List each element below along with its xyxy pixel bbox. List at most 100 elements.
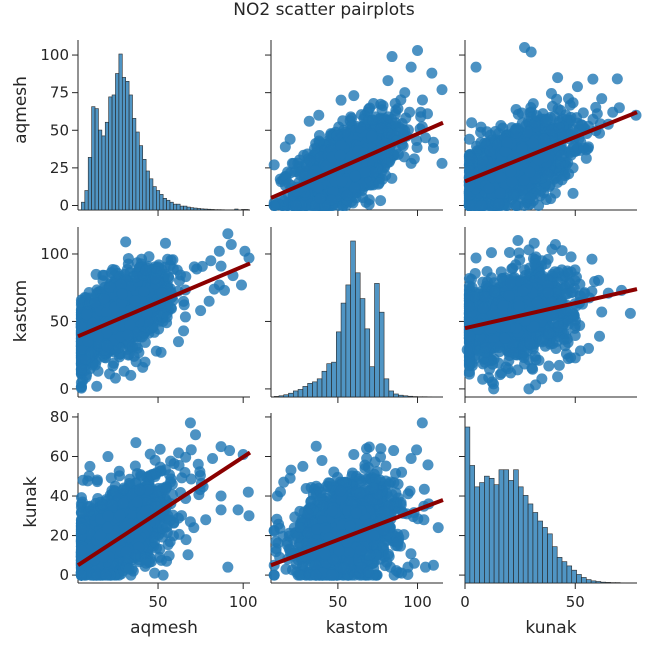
- histogram-bar: [128, 94, 133, 211]
- scatter-point: [156, 287, 168, 299]
- scatter-point: [120, 236, 132, 248]
- histogram-bar: [321, 370, 328, 398]
- scatter-point: [532, 154, 544, 166]
- histogram-bar: [135, 131, 140, 211]
- scatter-point: [567, 187, 579, 199]
- scatter-point: [506, 176, 518, 188]
- scatter-point: [308, 143, 320, 155]
- scatter-point: [159, 237, 171, 249]
- scatter-point: [150, 273, 162, 285]
- histogram-bar: [149, 178, 154, 211]
- histogram-bar: [111, 94, 116, 211]
- scatter-point: [386, 51, 398, 63]
- scatter-point: [501, 136, 513, 148]
- scatter-point: [127, 341, 139, 353]
- histogram-bar: [522, 495, 529, 584]
- histogram-bar: [513, 469, 519, 584]
- scatter-point: [553, 121, 565, 133]
- scatter-point: [382, 75, 394, 87]
- scatter-point: [122, 253, 134, 265]
- x-tick-label: 100: [403, 593, 432, 611]
- histogram-bar: [307, 383, 313, 398]
- histogram-bar: [561, 561, 568, 584]
- scatter-point: [195, 305, 207, 317]
- histogram-kastom: [273, 240, 442, 398]
- histogram-bar: [173, 203, 178, 211]
- histogram-bar: [378, 311, 385, 398]
- histogram-bar: [183, 205, 188, 211]
- scatter-point: [124, 319, 136, 331]
- scatter-point: [527, 98, 539, 110]
- scatter-point: [508, 188, 520, 200]
- histogram-bar: [179, 205, 184, 211]
- panel-kunak-vs-kastom: 50 100: [265, 413, 443, 611]
- y-tick-label: 75: [50, 84, 69, 102]
- histogram-bar: [585, 579, 592, 584]
- scatter-point: [178, 299, 190, 311]
- histogram-bar: [210, 209, 215, 211]
- histogram-bar: [169, 201, 174, 211]
- scatter-point: [390, 117, 402, 129]
- scatter-point: [505, 166, 517, 178]
- scatter-point: [533, 199, 545, 211]
- histogram-bar: [355, 272, 361, 398]
- histogram-bar: [350, 240, 356, 398]
- scatter-point: [235, 279, 247, 291]
- scatter-point: [571, 112, 583, 124]
- scatter-point: [525, 46, 537, 58]
- histogram-bar: [605, 582, 611, 584]
- scatter-point: [108, 357, 120, 369]
- histogram-bar: [335, 331, 342, 398]
- scatter-point: [320, 160, 332, 172]
- scatter-point: [380, 169, 392, 181]
- scatter-point: [463, 133, 475, 145]
- y-tick-label: 25: [50, 159, 69, 177]
- histogram-bar: [498, 469, 505, 584]
- scatter-point: [222, 228, 234, 240]
- histogram-bar: [590, 580, 597, 584]
- histogram-bar: [359, 298, 366, 398]
- y-tick-label: 60: [50, 447, 69, 465]
- histogram-bar: [241, 209, 246, 211]
- scatter-point: [591, 108, 603, 120]
- scatter-point: [475, 121, 487, 133]
- scatter-point: [128, 350, 140, 362]
- histogram-bar: [283, 394, 289, 398]
- histogram-bar: [474, 486, 480, 584]
- histogram-bar: [542, 527, 548, 584]
- scatter-point: [540, 194, 552, 206]
- scatter-point: [179, 311, 191, 323]
- histogram-bar: [532, 512, 539, 584]
- scatter-point: [161, 317, 173, 329]
- histogram-bar: [81, 201, 86, 211]
- scatter-point: [436, 157, 448, 169]
- histogram-bar: [104, 121, 109, 211]
- scatter-point: [556, 174, 568, 186]
- histogram-bar: [142, 159, 147, 211]
- histogram-bar: [292, 390, 299, 398]
- y-tick-label: 0: [59, 566, 69, 584]
- histogram-bar: [407, 395, 414, 398]
- scatter-point: [375, 195, 387, 207]
- scatter-point: [167, 263, 179, 275]
- scatter-point: [493, 198, 505, 210]
- histogram-bar: [364, 328, 371, 398]
- histogram-bar: [288, 392, 294, 398]
- histogram-bar: [302, 386, 308, 398]
- histogram-bar: [556, 557, 563, 584]
- histogram-bar: [340, 302, 347, 398]
- scatter-point: [326, 151, 338, 163]
- histogram-bar: [595, 581, 602, 584]
- histogram-bar: [207, 208, 212, 211]
- scatter-point: [466, 117, 478, 129]
- scatter-aqmesh-vs-kastom: [268, 45, 448, 211]
- scatter-point: [335, 94, 347, 106]
- histogram-bar: [152, 186, 157, 211]
- regression-line: [270, 120, 444, 200]
- col-label-kastom: kastom: [326, 618, 388, 638]
- histogram-bar: [576, 574, 582, 584]
- scatter-point: [268, 159, 280, 171]
